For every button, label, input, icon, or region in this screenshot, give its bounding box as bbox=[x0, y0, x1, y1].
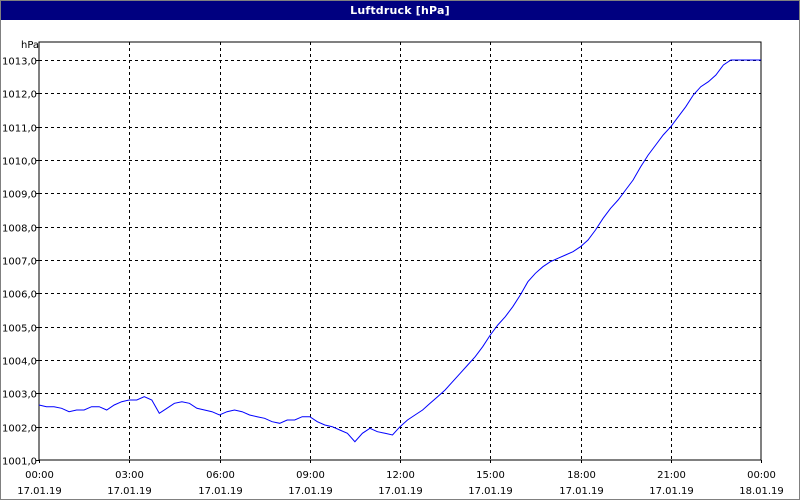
y-tick-label: 1005,0 bbox=[2, 324, 37, 335]
y-tick-label: 1012,0 bbox=[2, 90, 37, 101]
x-tick-time-label: 12:00 bbox=[386, 470, 415, 481]
y-axis-unit-label: hPa bbox=[21, 40, 39, 51]
x-tick-time-label: 03:00 bbox=[115, 470, 144, 481]
x-tick-time-label: 00:00 bbox=[747, 470, 776, 481]
y-tick-label: 1007,0 bbox=[2, 257, 37, 268]
y-tick-label: 1004,0 bbox=[2, 357, 37, 368]
x-tick-date-label: 17.01.19 bbox=[468, 486, 513, 497]
y-tick-label: 1011,0 bbox=[2, 124, 37, 135]
x-tick-time-label: 21:00 bbox=[657, 470, 686, 481]
x-tick-time-label: 06:00 bbox=[206, 470, 235, 481]
x-tick-date-label: 17.01.19 bbox=[559, 486, 604, 497]
y-tick-label: 1008,0 bbox=[2, 224, 37, 235]
x-tick-date-label: 17.01.19 bbox=[198, 486, 243, 497]
y-tick-label: 1002,0 bbox=[2, 424, 37, 435]
x-tick-date-label: 17.01.19 bbox=[288, 486, 333, 497]
x-tick-time-label: 18:00 bbox=[567, 470, 596, 481]
y-tick-label: 1009,0 bbox=[2, 190, 37, 201]
y-tick-label: 1006,0 bbox=[2, 290, 37, 301]
x-tick-date-label: 17.01.19 bbox=[649, 486, 694, 497]
x-tick-date-label: 17.01.19 bbox=[17, 486, 62, 497]
y-axis-ticks: 1001,0 1002,0 1003,0 1004,0 1005,0 1006,0 1007… bbox=[2, 57, 39, 468]
grid bbox=[39, 42, 761, 460]
x-tick-time-label: 09:00 bbox=[296, 470, 325, 481]
x-axis-ticks: 00:00 17.01.19 03:00 17.01.19 06:00 17.01.19 0… bbox=[17, 460, 784, 497]
y-tick-label: 1010,0 bbox=[2, 157, 37, 168]
chart-title: Luftdruck [hPa] bbox=[1, 1, 799, 20]
x-tick-time-label: 15:00 bbox=[476, 470, 505, 481]
x-tick-date-label: 18.01.19 bbox=[739, 486, 784, 497]
y-tick-label: 1003,0 bbox=[2, 390, 37, 401]
y-tick-label: 1013,0 bbox=[2, 57, 37, 68]
x-tick-time-label: 00:00 bbox=[25, 470, 54, 481]
y-tick-label: 1001,0 bbox=[2, 457, 37, 468]
pressure-series-line bbox=[38, 59, 761, 443]
x-tick-date-label: 17.01.19 bbox=[107, 486, 152, 497]
x-tick-date-label: 17.01.19 bbox=[378, 486, 423, 497]
